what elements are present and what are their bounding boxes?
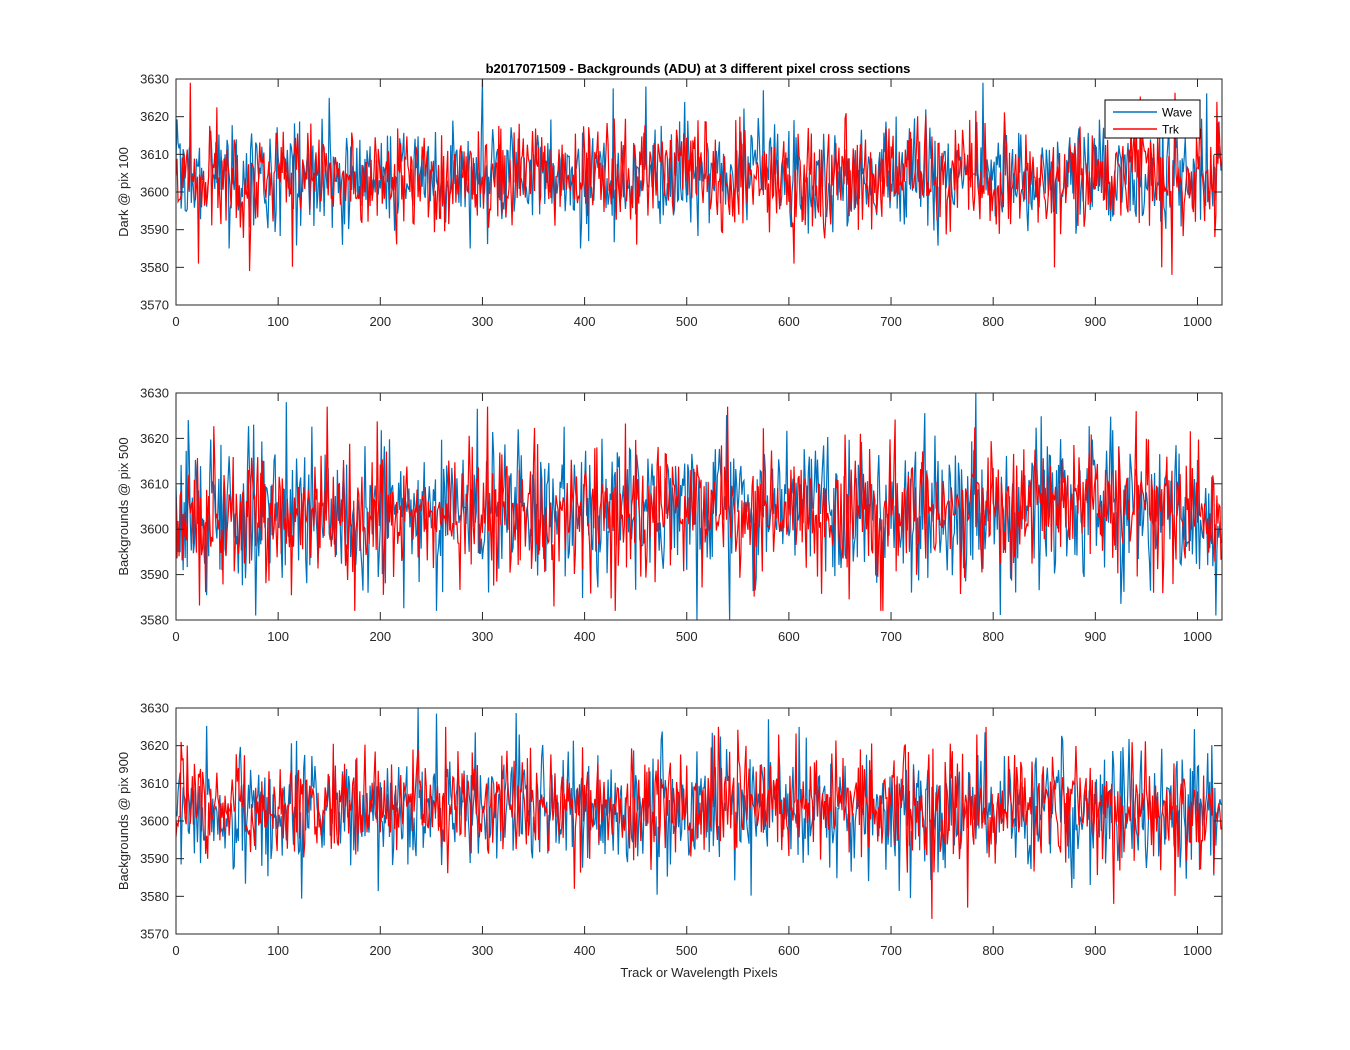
x-tick-label: 1000: [1183, 943, 1212, 958]
legend-box: [1104, 99, 1201, 139]
x-tick-label: 800: [982, 314, 1004, 329]
y-tick-label: 3580: [140, 889, 169, 904]
y-tick-label: 3590: [140, 851, 169, 866]
y-tick-label: 3600: [140, 814, 169, 829]
legend-label-wave: Wave: [1162, 106, 1193, 120]
y-tick-label: 3630: [140, 72, 169, 87]
y-tick-label: 3570: [140, 298, 169, 313]
x-tick-label: 300: [472, 629, 494, 644]
y-axis-label: Dark @ pix 100: [116, 147, 131, 237]
x-tick-label: 100: [267, 629, 289, 644]
legend: Wave Trk: [1104, 99, 1201, 139]
x-tick-label: 600: [778, 314, 800, 329]
x-tick-label: 900: [1084, 314, 1106, 329]
figure-title: b2017071509 - Backgrounds (ADU) at 3 dif…: [486, 61, 911, 76]
x-tick-label: 900: [1084, 629, 1106, 644]
x-tick-label: 400: [574, 314, 596, 329]
y-tick-label: 3590: [140, 222, 169, 237]
x-tick-label: 200: [369, 629, 391, 644]
y-tick-label: 3580: [140, 613, 169, 628]
x-tick-label: 700: [880, 314, 902, 329]
y-tick-label: 3610: [140, 776, 169, 791]
y-axis-label: Backgrounds @ pix 500: [116, 437, 131, 575]
x-tick-label: 600: [778, 943, 800, 958]
y-tick-label: 3600: [140, 185, 169, 200]
series-line-trk: [176, 82, 1222, 275]
x-tick-label: 1000: [1183, 314, 1212, 329]
x-tick-label: 500: [676, 314, 698, 329]
charts: 0 100 200 300 400 500 600 700 800 900 100035703580…: [116, 72, 1223, 980]
subplot-3: 0 100 200 300 400 500 600 700 800 900 1000 3570 3580…: [116, 701, 1223, 980]
x-tick-label: 600: [778, 629, 800, 644]
x-tick-label: 500: [676, 629, 698, 644]
x-tick-label: 100: [267, 314, 289, 329]
x-tick-label: 1000: [1183, 629, 1212, 644]
x-tick-label: 0: [172, 943, 179, 958]
x-tick-label: 400: [574, 943, 596, 958]
series-line-trk: [176, 406, 1222, 611]
y-tick-label: 3570: [140, 927, 169, 942]
y-tick-label: 3590: [140, 567, 169, 582]
y-tick-label: 3620: [140, 738, 169, 753]
y-tick-label: 3630: [140, 386, 169, 401]
x-tick-label: 0: [172, 314, 179, 329]
y-tick-label: 3620: [140, 431, 169, 446]
x-tick-label: 700: [880, 629, 902, 644]
y-tick-label: 3580: [140, 260, 169, 275]
y-tick-label: 3610: [140, 476, 169, 491]
axes-box: [175, 392, 1223, 621]
series-line-trk: [176, 726, 1222, 919]
subplot-2: 0 100 200 300 400 500 600 700 800 900 1000 3580 3590…: [116, 386, 1223, 644]
y-tick-label: 3600: [140, 522, 169, 537]
x-tick-label: 700: [880, 943, 902, 958]
x-tick-label: 800: [982, 629, 1004, 644]
x-tick-label: 200: [369, 314, 391, 329]
x-tick-label: 800: [982, 943, 1004, 958]
x-tick-label: 500: [676, 943, 698, 958]
x-tick-label: 900: [1084, 943, 1106, 958]
x-tick-label: 400: [574, 629, 596, 644]
x-tick-label: 0: [172, 629, 179, 644]
series-line-wave: [176, 708, 1222, 899]
y-tick-label: 3610: [140, 147, 169, 162]
legend-label-trk: Trk: [1162, 123, 1180, 137]
x-tick-label: 300: [472, 314, 494, 329]
x-tick-label: 200: [369, 943, 391, 958]
y-axis-label: Backgrounds @ pix 900: [116, 752, 131, 890]
y-tick-label: 3620: [140, 109, 169, 124]
x-axis-label: Track or Wavelength Pixels: [620, 965, 778, 980]
x-tick-label: 300: [472, 943, 494, 958]
y-tick-label: 3630: [140, 701, 169, 716]
x-tick-label: 100: [267, 943, 289, 958]
subplot-1: 0 100 200 300 400 500 600 700 800 900 1000 3570 3580…: [116, 72, 1223, 329]
